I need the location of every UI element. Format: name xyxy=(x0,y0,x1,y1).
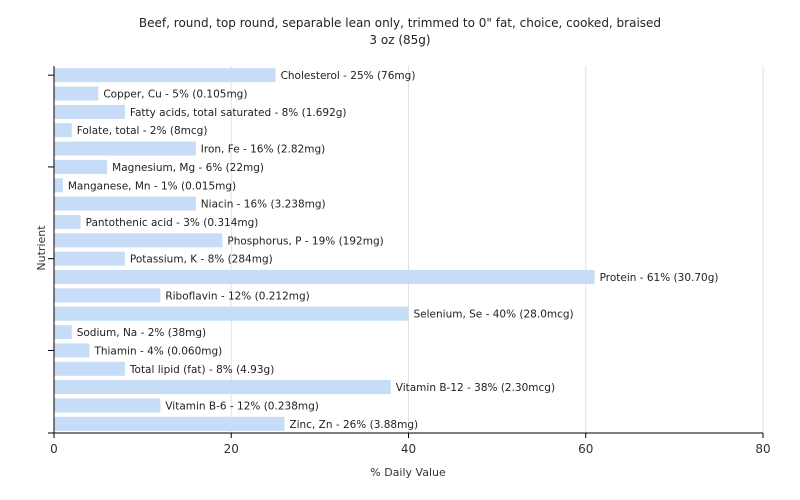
chart-title: Beef, round, top round, separable lean o… xyxy=(139,16,661,30)
bar-label: Thiamin - 4% (0.060mg) xyxy=(93,345,222,357)
bar-label: Niacin - 16% (3.238mg) xyxy=(201,199,326,211)
bar-label: Phosphorus, P - 19% (192mg) xyxy=(227,235,383,247)
bar xyxy=(54,233,223,248)
bar-label: Vitamin B-12 - 38% (2.30mcg) xyxy=(396,382,555,394)
bar-label: Manganese, Mn - 1% (0.015mg) xyxy=(68,180,236,192)
bar xyxy=(54,288,161,303)
bar-label: Potassium, K - 8% (284mg) xyxy=(130,254,273,266)
axes-group: 0 20 40 60 80 xyxy=(48,66,771,456)
bar-label: Total lipid (fat) - 8% (4.93g) xyxy=(129,364,274,376)
bar xyxy=(54,86,99,101)
bar xyxy=(54,325,72,340)
grid-lines xyxy=(230,66,764,433)
bar-label: Riboflavin - 12% (0.212mg) xyxy=(165,290,309,302)
x-tick-label: 20 xyxy=(224,442,239,456)
bar xyxy=(54,178,63,193)
bars-group: Cholesterol - 25% (76mg) Copper, Cu - 5% … xyxy=(54,68,718,431)
bar xyxy=(54,380,391,395)
bar-label: Fatty acids, total saturated - 8% (1.692… xyxy=(130,107,347,119)
bar xyxy=(54,398,161,413)
bar xyxy=(54,361,125,376)
bar-label: Copper, Cu - 5% (0.105mg) xyxy=(103,89,247,101)
bar xyxy=(54,68,276,83)
bar xyxy=(54,270,595,285)
x-axis-label: % Daily Value xyxy=(370,466,446,479)
x-tick-label: 80 xyxy=(755,442,770,456)
bar-label: Magnesium, Mg - 6% (22mg) xyxy=(112,162,264,174)
x-tick-label: 60 xyxy=(578,442,593,456)
bar-label: Iron, Fe - 16% (2.82mg) xyxy=(201,144,325,156)
bar xyxy=(54,123,72,138)
bar xyxy=(54,196,196,211)
bar-label: Zinc, Zn - 26% (3.88mg) xyxy=(289,419,418,431)
bar xyxy=(54,343,90,358)
bar xyxy=(54,416,285,431)
x-tick-label: 40 xyxy=(401,442,416,456)
bar xyxy=(54,214,81,229)
chart-subtitle: 3 oz (85g) xyxy=(369,33,430,47)
bar xyxy=(54,141,196,156)
y-axis-label: Nutrient xyxy=(35,225,48,271)
bar-label: Protein - 61% (30.70g) xyxy=(600,272,719,284)
bar-label: Selenium, Se - 40% (28.0mcg) xyxy=(414,309,574,321)
x-tick-label: 0 xyxy=(50,442,58,456)
bar xyxy=(54,104,125,119)
bar-label: Folate, total - 2% (8mcg) xyxy=(77,125,208,137)
bar-label: Pantothenic acid - 3% (0.314mg) xyxy=(86,217,259,229)
bar xyxy=(54,306,409,321)
bar-label: Sodium, Na - 2% (38mg) xyxy=(77,327,206,339)
bar xyxy=(54,251,125,266)
bar-label: Cholesterol - 25% (76mg) xyxy=(281,70,416,82)
bar-label: Vitamin B-6 - 12% (0.238mg) xyxy=(165,400,319,412)
bar xyxy=(54,159,108,174)
